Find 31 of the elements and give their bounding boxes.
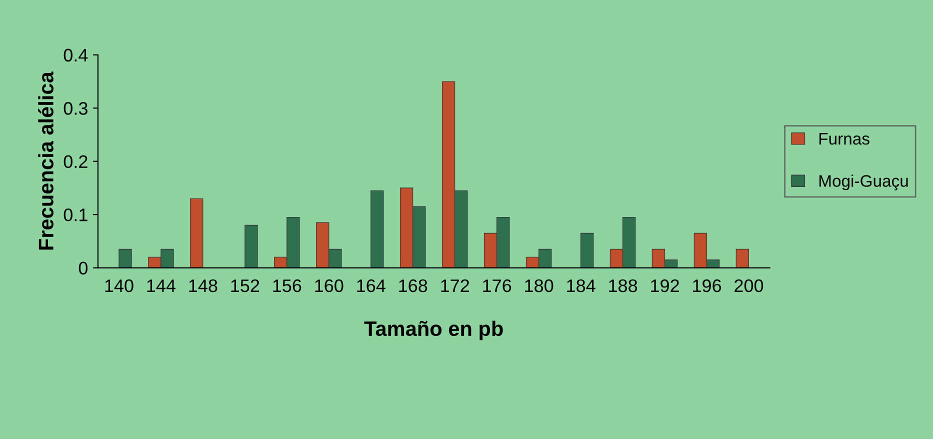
bar bbox=[370, 190, 384, 268]
bar bbox=[580, 232, 594, 268]
x-tick-label: 184 bbox=[567, 279, 596, 292]
x-tick-label: 192 bbox=[651, 279, 679, 292]
y-tick-label: 0.4 bbox=[64, 48, 88, 62]
x-tick-label: 200 bbox=[734, 279, 764, 292]
x-tick-label: 144 bbox=[147, 280, 176, 292]
bar bbox=[244, 224, 258, 268]
x-tick-label: 196 bbox=[693, 279, 722, 292]
x-tick-label: 156 bbox=[273, 279, 302, 292]
y-tick-label: 0.2 bbox=[64, 155, 88, 168]
x-tick-label: 164 bbox=[357, 279, 386, 292]
y-tick-label: 0.1 bbox=[64, 208, 88, 222]
x-tick-label: 148 bbox=[189, 279, 218, 292]
x-tick-label: 168 bbox=[399, 279, 428, 292]
legend-label: Furnas bbox=[819, 133, 870, 145]
bar bbox=[736, 248, 750, 268]
legend-label: Mogi-Guaçu bbox=[819, 174, 908, 190]
y-tick-label: 0.3 bbox=[64, 102, 88, 115]
x-tick-label: 172 bbox=[441, 279, 469, 292]
x-tick-label: 140 bbox=[105, 279, 134, 292]
x-tick-label: 188 bbox=[609, 279, 638, 292]
x-axis-title: Tamaño en pb bbox=[364, 320, 503, 340]
y-axis-title: Frecuencia alélica bbox=[38, 71, 54, 250]
x-tick-label: 176 bbox=[483, 279, 512, 292]
x-tick-label: 180 bbox=[525, 279, 554, 292]
bar bbox=[118, 248, 132, 268]
bar bbox=[190, 198, 204, 268]
x-tick-label: 152 bbox=[231, 279, 260, 292]
y-tick-label: 0 bbox=[78, 262, 88, 275]
x-tick-label: 160 bbox=[315, 279, 344, 292]
